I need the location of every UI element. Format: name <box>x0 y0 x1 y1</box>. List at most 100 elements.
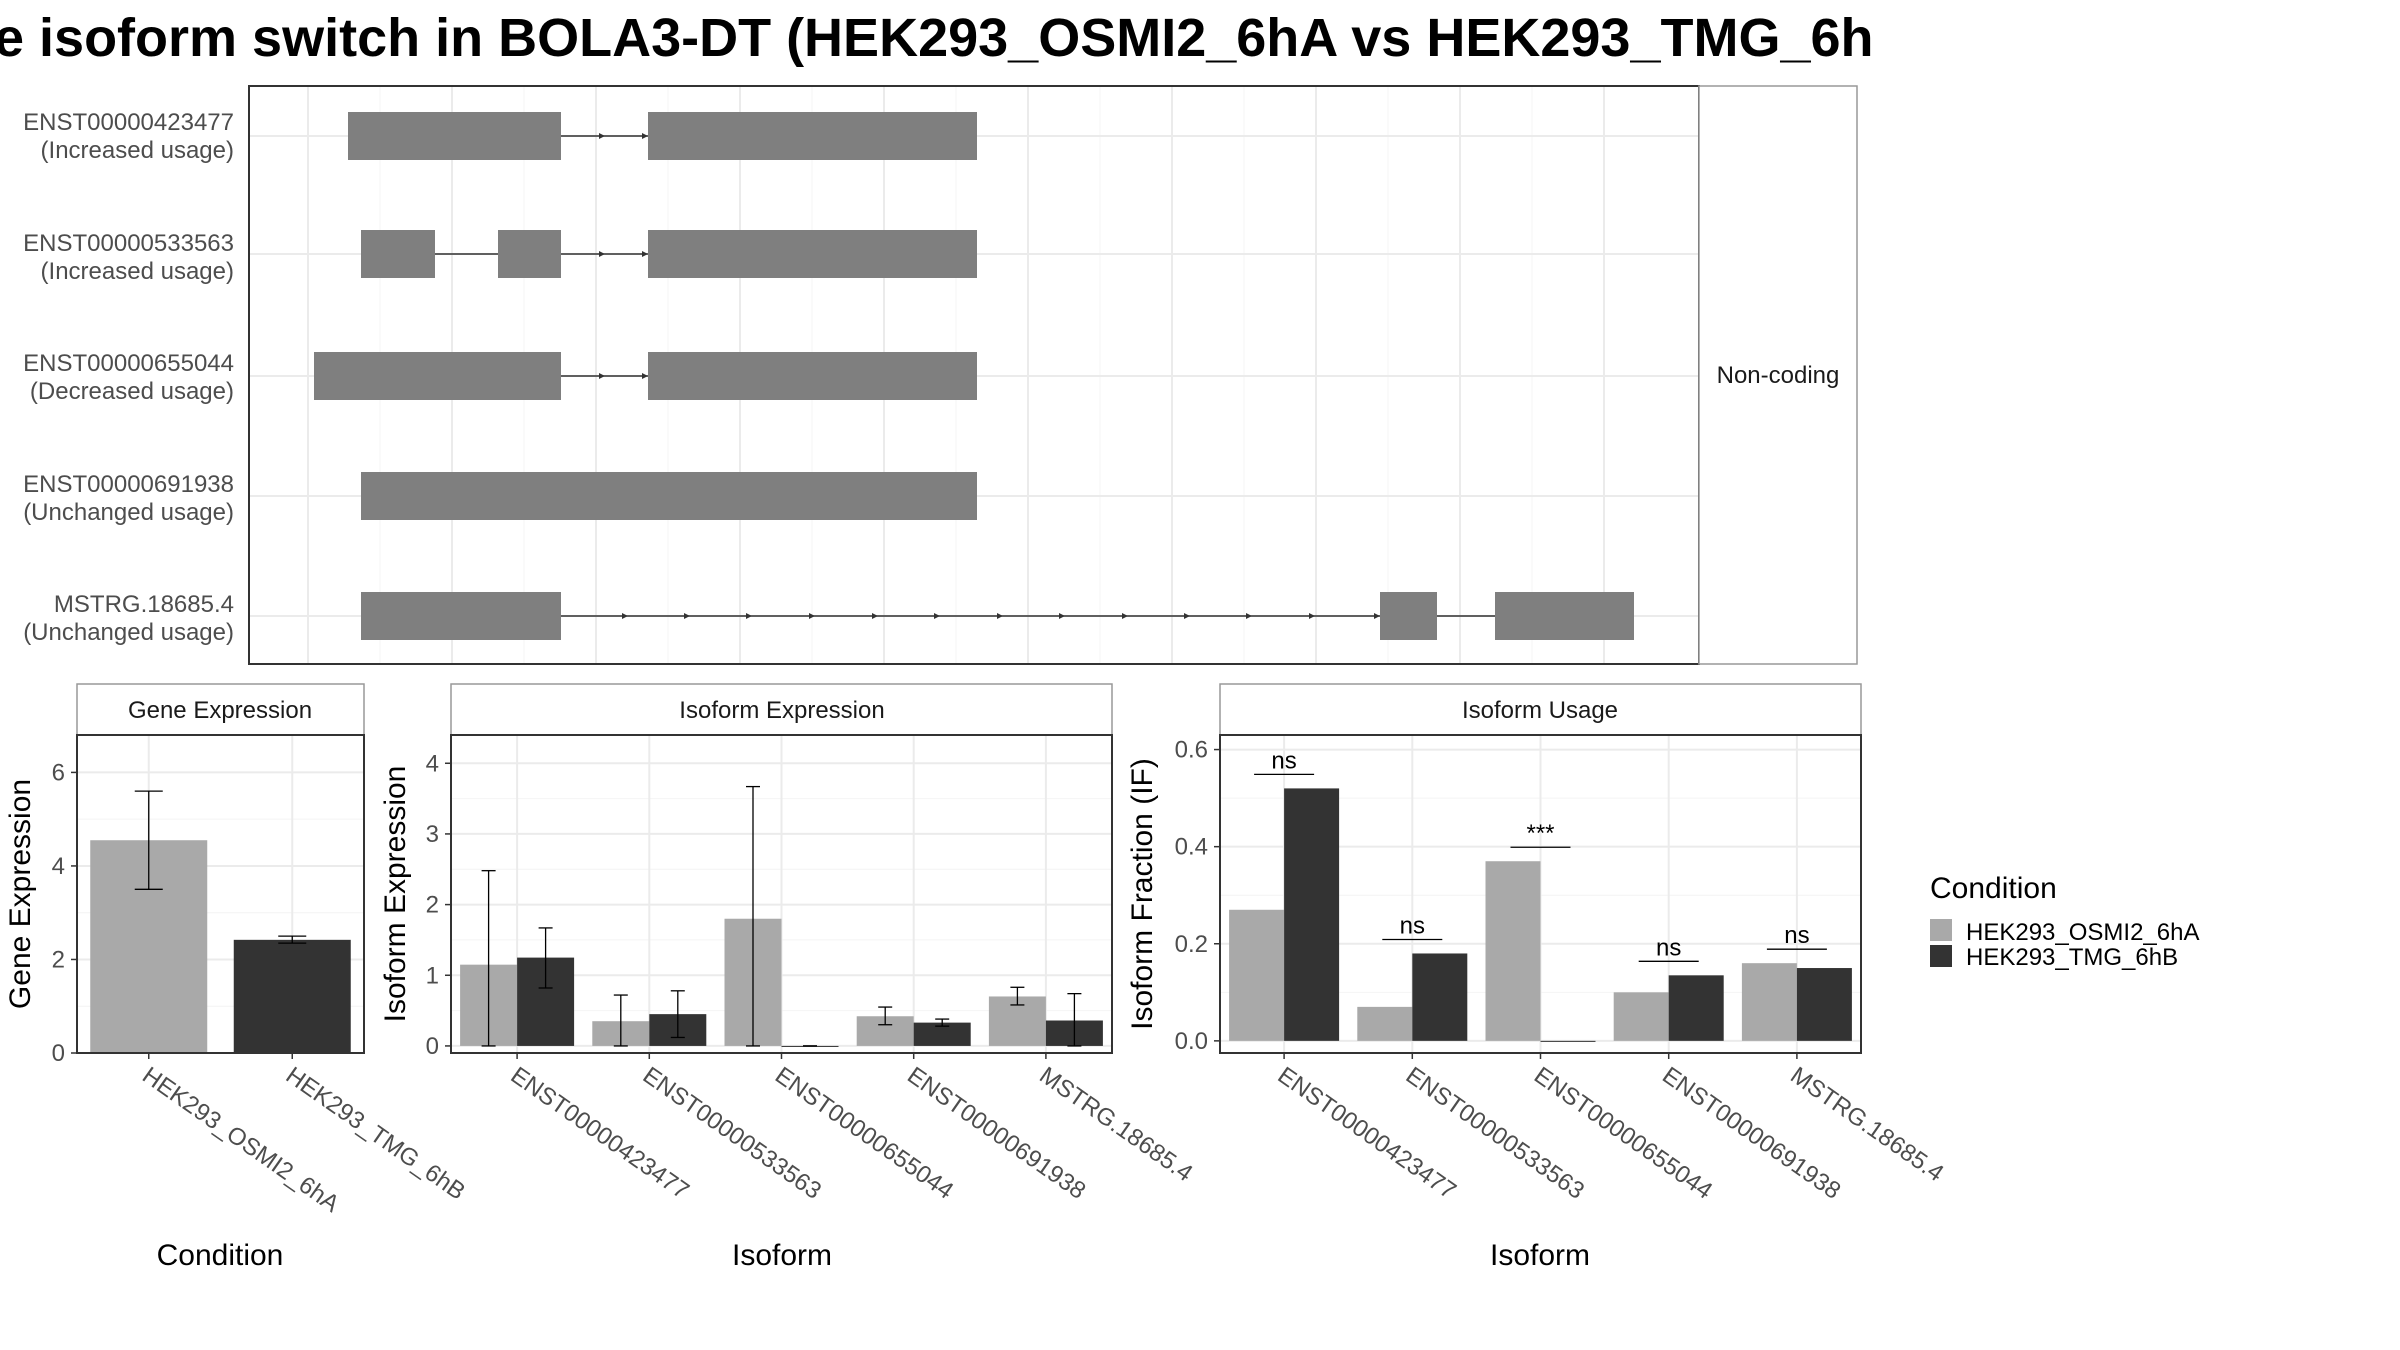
y-tick-label: 0.0 <box>1175 1028 1208 1055</box>
isoform-label-1: ENST00000423477 <box>23 109 234 136</box>
y-tick-label: 0.6 <box>1175 737 1208 764</box>
isoform-usage-strip <box>1219 683 1862 736</box>
exon-block <box>314 352 561 400</box>
legend-label-condition-b: HEK293_TMG_6hB <box>1966 944 2178 971</box>
gene-expression-panel-border <box>76 734 365 1054</box>
bar <box>1357 1006 1413 1041</box>
isoform-expression-panel-border <box>450 734 1113 1054</box>
y-tick-label: 3 <box>426 821 439 848</box>
isoform-usage-5: (Unchanged usage) <box>23 619 234 646</box>
bar <box>1284 788 1340 1041</box>
bar <box>233 939 351 1053</box>
exon-block <box>348 112 561 160</box>
y-tick-label: 0.2 <box>1175 931 1208 958</box>
intron-arrow <box>642 133 648 139</box>
bar <box>1412 953 1468 1041</box>
intron-arrow <box>642 251 648 257</box>
isoform-usage-y-axis-title: Isoform Fraction (IF) <box>1126 758 1159 1030</box>
intron-arrow <box>1309 613 1315 619</box>
y-tick-label: 2 <box>426 892 439 919</box>
intron-arrow <box>599 251 605 257</box>
intron-arrow <box>642 373 648 379</box>
bar <box>1796 968 1852 1041</box>
significance-label: *** <box>1526 820 1554 847</box>
isoform-usage-3: (Decreased usage) <box>30 378 234 405</box>
gene-expression-y-axis-title: Gene Expression <box>4 779 37 1009</box>
legend-label-condition-a: HEK293_OSMI2_6hA <box>1966 919 2199 946</box>
exon-block <box>498 230 561 278</box>
figure-title: e isoform switch in BOLA3-DT (HEK293_OSM… <box>0 8 1874 68</box>
significance-label: ns <box>1656 934 1681 961</box>
intron-arrow <box>1184 613 1190 619</box>
intron-arrow <box>746 613 752 619</box>
intron-arrow <box>1246 613 1252 619</box>
bar <box>1540 1040 1596 1042</box>
bar <box>1613 992 1669 1041</box>
isoform-expression-panel-title: Isoform Expression <box>679 697 884 724</box>
y-tick-label: 4 <box>52 853 65 880</box>
isoform-usage-2: (Increased usage) <box>41 258 234 285</box>
y-tick-label: 2 <box>52 946 65 973</box>
exon-block <box>361 230 435 278</box>
intron-arrow <box>622 613 628 619</box>
legend-title: Condition <box>1930 872 2057 905</box>
exon-block <box>1495 592 1634 640</box>
legend-key-condition-b <box>1930 945 1952 967</box>
intron-arrow <box>1374 613 1380 619</box>
bar <box>913 1022 971 1046</box>
isoform-expression-plot-area: 01234ENST00000423477ENST00000533563ENST0… <box>426 735 1197 1205</box>
gene-expression-panel: Gene Expression 0246HEK293_OSMI2_6hAHEK2… <box>4 683 470 1272</box>
isoform-expression-strip <box>450 683 1113 736</box>
y-tick-label: 0 <box>52 1040 65 1067</box>
intron-arrow <box>599 133 605 139</box>
legend: Condition HEK293_OSMI2_6hA HEK293_TMG_6h… <box>1930 872 2199 971</box>
y-tick-label: 0.4 <box>1175 834 1208 861</box>
gene-expression-panel-title: Gene Expression <box>128 697 312 724</box>
exon-block <box>361 592 561 640</box>
isoform-expression-panel: Isoform Expression 01234ENST00000423477E… <box>379 683 1197 1272</box>
intron-arrow <box>1122 613 1128 619</box>
exon-block <box>648 112 977 160</box>
isoform-label-3: ENST00000655044 <box>23 350 234 377</box>
structure-facet-strip <box>1698 85 1858 665</box>
isoform-label-4: ENST00000691938 <box>23 471 234 498</box>
y-tick-label: 4 <box>426 750 439 777</box>
significance-label: ns <box>1400 912 1425 939</box>
y-tick-label: 6 <box>52 759 65 786</box>
isoform-label-5: MSTRG.18685.4 <box>54 591 234 618</box>
isoform-usage-4: (Unchanged usage) <box>23 499 234 526</box>
structure-features <box>314 112 1634 640</box>
isoform-expression-y-axis-title: Isoform Expression <box>379 766 412 1023</box>
intron-arrow <box>809 613 815 619</box>
significance-label: ns <box>1271 747 1296 774</box>
bar <box>1485 861 1541 1041</box>
transcript-structure-panel: Non-coding ENST00000423477 (Increased us… <box>23 85 1858 665</box>
isoform-usage-panel-title: Isoform Usage <box>1462 697 1618 724</box>
isoform-expression-x-axis-title: Isoform <box>732 1239 832 1272</box>
isoform-row-labels: ENST00000423477 (Increased usage) ENST00… <box>23 109 234 646</box>
structure-facet-label: Non-coding <box>1717 362 1840 389</box>
significance-label: ns <box>1784 922 1809 949</box>
intron-arrow <box>997 613 1003 619</box>
exon-block <box>361 472 977 520</box>
y-tick-label: 0 <box>426 1033 439 1060</box>
y-tick-label: 1 <box>426 962 439 989</box>
isoform-label-2: ENST00000533563 <box>23 230 234 257</box>
isoform-usage-x-axis-title: Isoform <box>1490 1239 1590 1272</box>
intron-arrow <box>599 373 605 379</box>
exon-block <box>648 352 977 400</box>
legend-key-condition-a <box>1930 919 1952 941</box>
intron-arrow <box>1059 613 1065 619</box>
intron-arrow <box>934 613 940 619</box>
gene-expression-x-axis-title: Condition <box>157 1239 284 1272</box>
isoform-usage-panel-border <box>1219 734 1862 1054</box>
intron-arrow <box>872 613 878 619</box>
bar <box>1668 975 1724 1041</box>
bar <box>1741 963 1797 1041</box>
bar <box>1229 909 1285 1041</box>
isoform-usage-1: (Increased usage) <box>41 137 234 164</box>
